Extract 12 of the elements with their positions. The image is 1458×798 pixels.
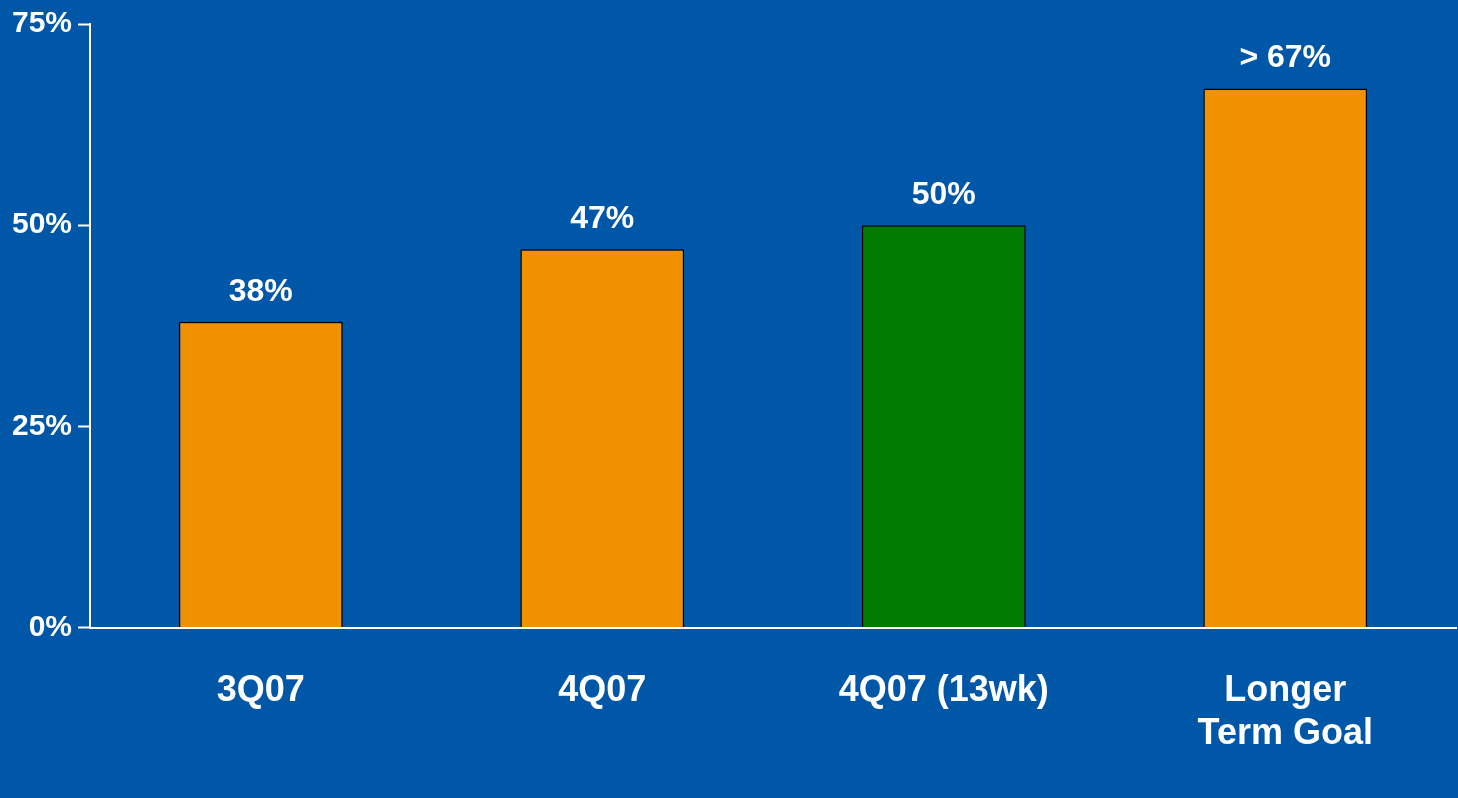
data-label: > 67%	[1239, 38, 1332, 75]
x-tick-label: 4Q07 (13wk)	[838, 668, 1049, 710]
y-tick-label: 0%	[28, 608, 73, 642]
x-tick-label: Longer Term Goal	[1197, 668, 1373, 753]
data-label: 50%	[911, 175, 976, 212]
data-label: 38%	[228, 271, 293, 308]
y-tick-label: 25%	[12, 407, 73, 441]
x-tick-label: 4Q07	[558, 668, 647, 710]
x-tick-label: 3Q07	[216, 668, 305, 710]
y-tick-label: 50%	[12, 206, 73, 240]
data-label: 47%	[570, 199, 635, 236]
y-tick-label: 75%	[12, 5, 73, 39]
